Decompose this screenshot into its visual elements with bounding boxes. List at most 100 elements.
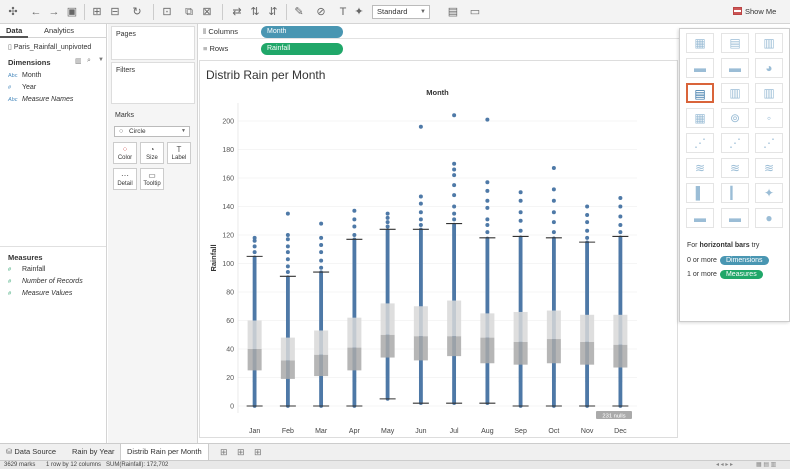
refresh-icon[interactable]: ↻ — [132, 6, 142, 18]
chart-type-thumbnail[interactable]: ▬ — [721, 208, 749, 228]
chart-type-thumbnail[interactable]: ◕ — [755, 58, 783, 78]
tab-rain-by-year[interactable]: Rain by Year — [72, 447, 115, 456]
outlier-point — [618, 223, 623, 228]
chart-type-thumbnail[interactable]: ≋ — [721, 158, 749, 178]
chart-type-thumbnail[interactable]: ⋰ — [721, 133, 749, 153]
new-story-icon[interactable]: ⊞ — [254, 447, 262, 457]
label-icon[interactable]: T — [339, 6, 347, 18]
sort-ascending-icon[interactable]: ⇅ — [250, 6, 260, 18]
sheet-nav-icons[interactable]: ◂ ◂ ▸ ▸ — [716, 462, 734, 468]
duplicate-sheet-icon[interactable]: ⧉ — [185, 6, 193, 18]
chart-type-thumbnail[interactable]: ▬ — [721, 58, 749, 78]
chart-type-thumbnail[interactable]: ▥ — [721, 83, 749, 103]
data-point — [551, 236, 556, 241]
new-dashboard-icon[interactable]: ⊞ — [237, 447, 245, 457]
box-upper-half — [546, 310, 561, 340]
box-upper-half — [613, 314, 628, 345]
chart-type-thumbnail[interactable]: ▦ — [686, 33, 714, 53]
chart-type-icon: ● — [765, 211, 773, 225]
show-me-icon — [733, 7, 742, 15]
rows-shelf-label: ≡ Rows — [203, 42, 259, 56]
save-icon[interactable]: ▣ — [66, 6, 78, 18]
chart-type-thumbnail[interactable]: ✦ — [755, 183, 783, 203]
new-sheet-icon[interactable]: ⊡ — [162, 6, 172, 18]
clear-sheet-icon[interactable]: ⊠ — [202, 6, 212, 18]
chart-type-thumbnail[interactable]: ● — [755, 208, 783, 228]
search-icon[interactable]: ⌕ — [87, 57, 91, 64]
chart-type-thumbnail[interactable]: ▬ — [686, 58, 714, 78]
fit-dropdown[interactable]: Standard ▼ — [372, 5, 430, 19]
detail-button[interactable]: ⋯ Detail — [113, 168, 137, 190]
x-tick-label: Jun — [415, 428, 426, 435]
chart-type-thumbnail[interactable]: ◦ — [755, 108, 783, 128]
database-icon: ⛁ — [6, 447, 15, 456]
tab-analytics[interactable]: Analytics — [44, 26, 75, 35]
redo-icon[interactable]: → — [48, 6, 60, 18]
size-label: Size — [146, 155, 158, 161]
chart-type-thumbnail[interactable]: ▥ — [755, 33, 783, 53]
chart-type-thumbnail[interactable]: ▬ — [686, 208, 714, 228]
rows-shelf[interactable]: ≡ Rows Rainfall — [199, 42, 679, 56]
mark-type-dropdown[interactable]: ○ Circle ▼ — [114, 126, 190, 137]
tableau-logo-icon[interactable]: ✣ — [8, 6, 18, 18]
outlier-point — [385, 215, 390, 220]
undo-icon[interactable]: ← — [30, 6, 42, 18]
tooltip-button[interactable]: ▭ Tooltip — [140, 168, 164, 190]
new-datasource-icon[interactable]: ⊞ — [92, 6, 102, 18]
view-toggle-icon[interactable]: ▥ — [75, 58, 82, 65]
chart-type-thumbnail[interactable]: ⋰ — [686, 133, 714, 153]
chart-type-thumbnail[interactable]: ▌ — [686, 183, 714, 203]
dimension-field-year[interactable]: # Year — [8, 84, 36, 91]
filters-card-title: Filters — [116, 67, 136, 74]
tab-data[interactable]: Data — [0, 24, 29, 38]
outlier-point — [319, 250, 324, 255]
tab-data-source[interactable]: ⛁ Data Source — [0, 444, 62, 461]
datasource-dropdown-icon[interactable]: ⊟ — [110, 6, 120, 18]
measure-field-measure-values[interactable]: # Measure Values — [8, 290, 72, 297]
view-mode-icons[interactable]: ▦ ▤ ▥ — [756, 462, 777, 468]
chart-type-thumbnail[interactable]: ▥ — [755, 83, 783, 103]
dimension-field-measure-names[interactable]: Abc Measure Names — [8, 96, 73, 103]
chart-type-thumbnail[interactable]: ⋰ — [755, 133, 783, 153]
measure-field-rainfall[interactable]: # Rainfall — [8, 266, 45, 273]
new-worksheet-icon[interactable]: ⊞ — [220, 447, 228, 457]
chart-type-thumbnail[interactable]: ▤ — [686, 83, 714, 103]
y-tick-label: 140 — [222, 204, 234, 211]
cards-pane: Pages Filters Marks ○ Circle ▼ ⁘ Color ◔ S… — [108, 24, 198, 443]
outlier-point — [418, 124, 423, 129]
chart-type-thumbnail[interactable]: ▤ — [721, 33, 749, 53]
box-plot-chart[interactable]: Month Rainfall 0 20 40 60 80 100 120 140 160 180 200… — [200, 61, 677, 437]
highlight-icon[interactable]: ✎ — [294, 6, 304, 18]
show-me-button[interactable]: Show Me — [733, 4, 785, 20]
sheet-title: Distrib Rain per Month — [206, 68, 326, 82]
sort-descending-icon[interactable]: ⇵ — [268, 6, 278, 18]
swap-icon[interactable]: ⇄ — [232, 6, 242, 18]
columns-pill-month[interactable]: Month — [261, 26, 343, 38]
tab-distrib-rain-per-month[interactable]: Distrib Rain per Month — [120, 444, 209, 461]
presentation-icon[interactable]: ▭ — [469, 6, 481, 18]
pages-card[interactable]: Pages — [111, 26, 195, 60]
data-source-item[interactable]: ▯ Paris_Rainfall_unpivoted — [8, 43, 91, 51]
group-icon[interactable]: ⊘ — [316, 6, 326, 18]
chevron-down-icon[interactable]: ▼ — [98, 57, 104, 63]
box-lower-half — [280, 360, 295, 379]
rows-pill-rainfall[interactable]: Rainfall — [261, 43, 343, 55]
show-labels-icon[interactable]: ▤ — [447, 6, 459, 18]
filters-card[interactable]: Filters — [111, 62, 195, 104]
columns-shelf[interactable]: ⦀ Columns Month — [199, 25, 679, 39]
dimension-field-month[interactable]: Abc Month — [8, 72, 41, 79]
chart-type-thumbnail[interactable]: ▎ — [721, 183, 749, 203]
chart-type-thumbnail[interactable]: ≋ — [686, 158, 714, 178]
chart-type-thumbnail[interactable]: ≋ — [755, 158, 783, 178]
color-button[interactable]: ⁘ Color — [113, 142, 137, 164]
pin-icon[interactable]: ✦ — [354, 6, 364, 18]
x-tick-label: Dec — [614, 428, 627, 435]
columns-text: Columns — [208, 27, 238, 36]
show-me-hint: For horizontal bars try — [687, 242, 759, 249]
chart-type-thumbnail[interactable]: ▦ — [686, 108, 714, 128]
measure-field-number-of-records[interactable]: # Number of Records — [8, 278, 83, 285]
chart-type-thumbnail[interactable]: ⊚ — [721, 108, 749, 128]
size-button[interactable]: ◔ Size — [140, 142, 164, 164]
box-lower-half — [314, 354, 329, 377]
label-button[interactable]: T Label — [167, 142, 191, 164]
